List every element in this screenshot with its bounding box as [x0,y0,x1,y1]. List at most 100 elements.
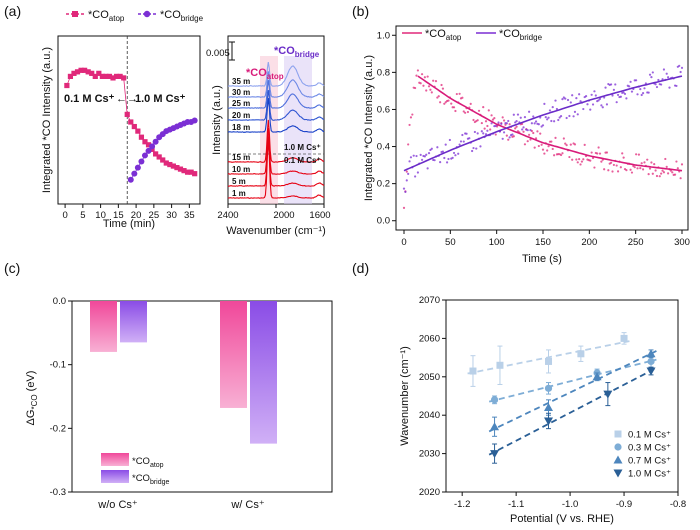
d-ytick-label-2: 2040 [419,410,440,421]
b-bridge-point-8 [414,175,417,178]
b-atop-point-189 [665,165,668,168]
b-bridge-point-93 [532,115,535,118]
b-bridge-point-117 [565,116,568,120]
b-bridge-point-125 [576,113,579,116]
legend-b-bridge-label: *CObridge [499,28,543,42]
b-atop-point-9 [415,74,418,77]
aL-atop-point-13 [110,75,116,81]
d-point-0-0 [469,367,477,375]
b-atop-point-176 [647,173,650,176]
aL-xtick-label-7: 35 [184,210,195,221]
b-bridge-point-22 [433,159,436,162]
b-atop-point-63 [490,114,493,117]
b-bridge-point-116 [564,97,567,100]
b-bridge-point-113 [559,115,563,118]
b-atop-point-151 [612,163,615,167]
aL-atop-point-34 [184,169,191,175]
b-bridge-point-87 [523,116,527,119]
b-atop-point-170 [639,167,642,170]
legend-c-atop-swatch [101,453,129,466]
b-bridge-point-149 [610,83,613,86]
c-ytick-label-2: -0.2 [50,423,66,434]
b-atop-point-130 [583,143,586,146]
b-bridge-point-7 [412,154,415,157]
b-atop-point-98 [539,132,542,135]
b-atop-point-160 [625,169,628,172]
b-ytick-label-2: 0.4 [377,142,390,153]
plot-a-right-xlabel: Wavenumber (cm⁻¹) [226,225,326,237]
b-bridge-point-181 [654,83,657,86]
aL-atop-point-30 [170,163,176,169]
b-atop-point-73 [504,123,507,126]
b-atop-point-153 [615,164,618,167]
b-atop-point-156 [619,166,622,169]
b-bridge-point-36 [452,151,456,155]
b-atop-point-71 [501,116,504,119]
b-bridge-point-171 [640,93,643,97]
aL-atop-point-29 [167,161,173,168]
b-atop-point-3 [407,143,410,146]
aL-atop-point-24 [149,146,155,152]
b-atop-point-141 [598,152,602,155]
aL-atop-point-10 [99,73,105,79]
aL-atop-point-23 [145,142,152,148]
b-atop-point-32 [447,99,450,102]
b-bridge-point-42 [461,133,464,137]
b-bridge-point-191 [668,86,671,89]
b-atop-point-197 [676,167,679,170]
b-xtick-label-0: 0 [401,237,406,248]
d-point-0-1 [496,361,504,369]
b-bridge-point-10 [416,171,419,174]
b-bridge-point-55 [479,145,482,148]
d-legend-marker-1 [614,443,622,451]
b-atop-point-124 [575,158,578,161]
plot-d-xlabel: Potential (V vs. RHE) [510,513,614,525]
legend-a-bridge-label: *CObridge [160,9,204,23]
d-point-3-1 [544,417,554,426]
b-atop-point-10 [416,69,419,72]
b-atop-point-190 [667,172,670,175]
aL-atop-point-15 [117,73,123,79]
b-atop-point-27 [440,83,443,87]
d-point-3-0 [490,450,500,459]
aL-atop-point-26 [156,154,162,160]
b-bridge-point-92 [530,122,533,125]
aL-xtick-label-5: 25 [149,210,160,221]
b-atop-point-142 [600,160,603,163]
b-atop-point-24 [436,96,439,99]
b-atop-point-195 [673,173,677,176]
aL-atop-point-31 [174,165,180,171]
aL-atop-point-32 [177,166,184,172]
peak-label-atop: *COatop [246,67,284,81]
b-atop-point-8 [414,86,417,90]
b-bridge-point-37 [454,154,457,157]
b-bridge-point-33 [448,138,451,142]
b-atop-point-163 [629,168,632,171]
b-atop-point-149 [610,161,613,164]
b-bridge-point-186 [661,78,664,81]
b-atop-point-181 [654,169,657,172]
b-bridge-point-167 [635,79,638,82]
b-bridge-point-126 [578,93,581,96]
aL-atop-point-19 [131,123,137,130]
b-atop-point-166 [633,166,636,169]
plot-d-points [469,332,656,464]
b-bridge-point-144 [603,96,606,99]
b-bridge-point-163 [629,80,632,83]
aL-bridge-point-7 [152,138,159,145]
aL-atop-point-36 [192,171,198,177]
aL-atop-point-6 [85,69,91,75]
aL-atop-point-35 [188,169,194,175]
b-xtick-label-1: 50 [445,237,456,248]
b-atop-point-114 [561,152,564,155]
b-atop-point-4 [408,123,411,127]
b-atop-point-17 [426,75,429,78]
annotation-right: 1.0 M Cs⁺ [135,93,186,105]
d-ytick-label-3: 2050 [419,372,440,383]
b-atop-point-154 [616,170,620,173]
aL-atop-point-14 [113,73,120,79]
legend-a-bridge-marker [143,10,151,18]
c-bar-0-0 [90,301,117,352]
d-fit-line-3 [488,367,657,456]
